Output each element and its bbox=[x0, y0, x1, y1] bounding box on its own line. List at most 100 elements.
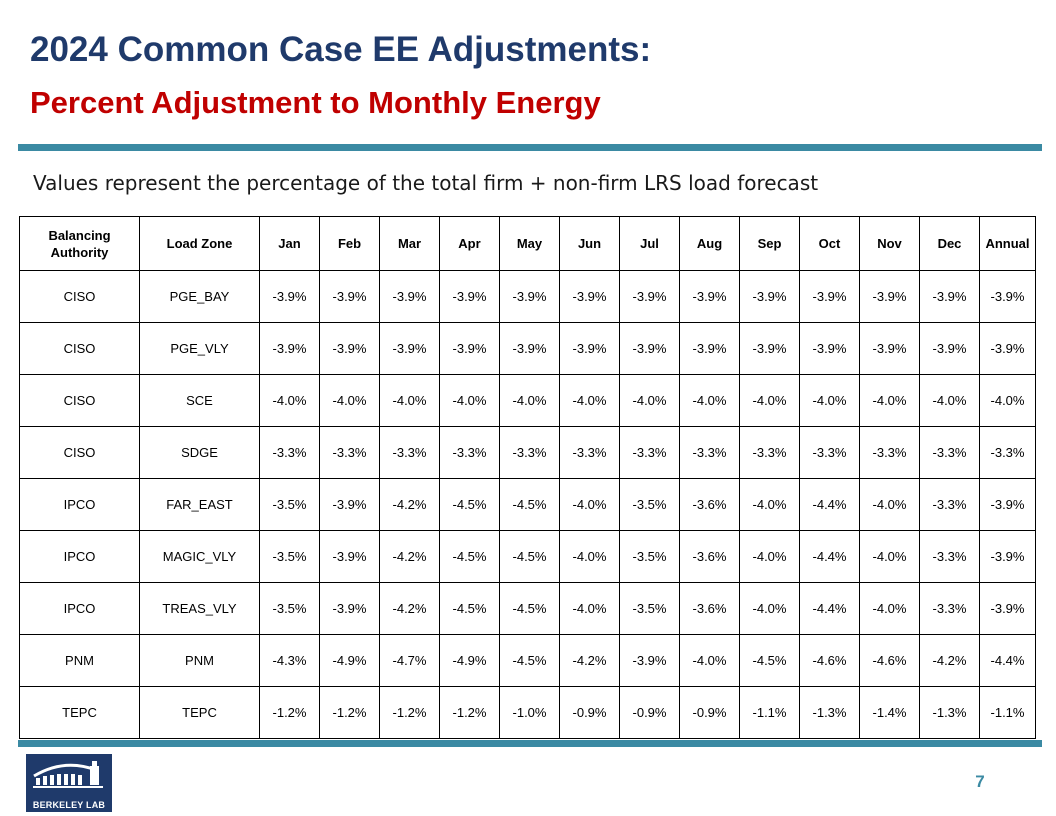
percent-cell: -3.9% bbox=[739, 322, 800, 375]
percent-cell: -4.0% bbox=[559, 374, 620, 427]
percent-cell: -1.1% bbox=[739, 686, 800, 739]
percent-cell: -3.9% bbox=[979, 582, 1036, 635]
percent-cell: -4.9% bbox=[319, 634, 380, 687]
percent-cell: -4.0% bbox=[859, 582, 920, 635]
percent-cell: -3.9% bbox=[679, 270, 740, 323]
percent-cell: -4.6% bbox=[859, 634, 920, 687]
column-header: May bbox=[499, 216, 560, 271]
percent-cell: -4.6% bbox=[799, 634, 860, 687]
percent-cell: -4.2% bbox=[379, 582, 440, 635]
percent-cell: -3.9% bbox=[439, 322, 500, 375]
percent-cell: -3.9% bbox=[319, 270, 380, 323]
percent-cell: -4.5% bbox=[499, 634, 560, 687]
balancing-authority-cell: CISO bbox=[19, 374, 140, 427]
percent-cell: -3.9% bbox=[979, 478, 1036, 531]
table-row: TEPC TEPC -1.2% -1.2% -1.2% -1.2% -1.0% -0.9% -0… bbox=[19, 686, 1036, 739]
column-header: Balancing Authority bbox=[19, 216, 140, 271]
percent-cell: -1.2% bbox=[319, 686, 380, 739]
load-zone-cell: PGE_BAY bbox=[139, 270, 260, 323]
table-row: CISO SCE -4.0% -4.0% -4.0% -4.0% -4.0% -4.0% -4.… bbox=[19, 374, 1036, 427]
percent-cell: -1.3% bbox=[919, 686, 980, 739]
percent-cell: -4.0% bbox=[799, 374, 860, 427]
percent-cell: -4.0% bbox=[919, 374, 980, 427]
percent-cell: -3.9% bbox=[259, 270, 320, 323]
table-row: IPCO MAGIC_VLY -3.5% -3.9% -4.2% -4.5% -4.5% -4… bbox=[19, 530, 1036, 583]
percent-cell: -1.2% bbox=[439, 686, 500, 739]
percent-cell: -4.0% bbox=[559, 582, 620, 635]
percent-cell: -4.0% bbox=[259, 374, 320, 427]
column-header: Jun bbox=[559, 216, 620, 271]
logo-text: BERKELEY LAB bbox=[32, 800, 106, 810]
percent-cell: -4.0% bbox=[679, 374, 740, 427]
percent-cell: -4.9% bbox=[439, 634, 500, 687]
percent-cell: -3.9% bbox=[559, 322, 620, 375]
percent-cell: -4.4% bbox=[799, 530, 860, 583]
column-header: Jul bbox=[619, 216, 680, 271]
column-header: Aug bbox=[679, 216, 740, 271]
percent-cell: -1.2% bbox=[379, 686, 440, 739]
percent-cell: -3.6% bbox=[679, 478, 740, 531]
percent-cell: -3.9% bbox=[799, 322, 860, 375]
balancing-authority-cell: CISO bbox=[19, 270, 140, 323]
percent-cell: -3.9% bbox=[979, 530, 1036, 583]
load-zone-cell: TEPC bbox=[139, 686, 260, 739]
table-row: IPCO FAR_EAST -3.5% -3.9% -4.2% -4.5% -4.5% -4.… bbox=[19, 478, 1036, 531]
percent-cell: -1.4% bbox=[859, 686, 920, 739]
ee-adjustment-table: Balancing Authority Load Zone Jan Feb Mar Apr… bbox=[19, 216, 1036, 739]
table-row: IPCO TREAS_VLY -3.5% -3.9% -4.2% -4.5% -4.5% -4… bbox=[19, 582, 1036, 635]
percent-cell: -3.9% bbox=[319, 582, 380, 635]
percent-cell: -3.9% bbox=[259, 322, 320, 375]
percent-cell: -4.7% bbox=[379, 634, 440, 687]
percent-cell: -3.3% bbox=[379, 426, 440, 479]
percent-cell: -3.3% bbox=[739, 426, 800, 479]
percent-cell: -4.5% bbox=[439, 582, 500, 635]
percent-cell: -3.3% bbox=[619, 426, 680, 479]
column-header: Feb bbox=[319, 216, 380, 271]
percent-cell: -3.3% bbox=[919, 582, 980, 635]
percent-cell: -3.6% bbox=[679, 582, 740, 635]
percent-cell: -4.0% bbox=[559, 478, 620, 531]
lab-building-icon bbox=[33, 761, 103, 788]
percent-cell: -3.9% bbox=[319, 530, 380, 583]
percent-cell: -3.9% bbox=[319, 322, 380, 375]
percent-cell: -3.9% bbox=[979, 270, 1036, 323]
percent-cell: -3.3% bbox=[259, 426, 320, 479]
percent-cell: -1.0% bbox=[499, 686, 560, 739]
percent-cell: -1.1% bbox=[979, 686, 1036, 739]
percent-cell: -4.0% bbox=[859, 478, 920, 531]
balancing-authority-cell: TEPC bbox=[19, 686, 140, 739]
percent-cell: -4.0% bbox=[619, 374, 680, 427]
column-header: Apr bbox=[439, 216, 500, 271]
table-row: PNM PNM -4.3% -4.9% -4.7% -4.9% -4.5% -4.2% -3.9… bbox=[19, 634, 1036, 687]
slide-subtitle: Percent Adjustment to Monthly Energy bbox=[30, 85, 601, 120]
percent-cell: -4.2% bbox=[559, 634, 620, 687]
load-zone-cell: PGE_VLY bbox=[139, 322, 260, 375]
percent-cell: -4.0% bbox=[379, 374, 440, 427]
percent-cell: -3.5% bbox=[619, 582, 680, 635]
balancing-authority-cell: IPCO bbox=[19, 478, 140, 531]
percent-cell: -4.0% bbox=[319, 374, 380, 427]
percent-cell: -4.0% bbox=[499, 374, 560, 427]
percent-cell: -4.0% bbox=[439, 374, 500, 427]
column-header: Oct bbox=[799, 216, 860, 271]
column-header: Nov bbox=[859, 216, 920, 271]
balancing-authority-cell: IPCO bbox=[19, 582, 140, 635]
load-zone-cell: SDGE bbox=[139, 426, 260, 479]
percent-cell: -3.3% bbox=[919, 426, 980, 479]
percent-cell: -3.9% bbox=[919, 270, 980, 323]
percent-cell: -4.5% bbox=[439, 478, 500, 531]
percent-cell: -3.3% bbox=[919, 478, 980, 531]
percent-cell: -3.9% bbox=[859, 322, 920, 375]
slide-title: 2024 Common Case EE Adjustments: bbox=[30, 30, 652, 69]
percent-cell: -4.4% bbox=[799, 582, 860, 635]
percent-cell: -3.5% bbox=[259, 478, 320, 531]
percent-cell: -1.3% bbox=[799, 686, 860, 739]
table-body: CISO PGE_BAY -3.9% -3.9% -3.9% -3.9% -3.9% -3.9… bbox=[19, 270, 1036, 739]
percent-cell: -3.9% bbox=[499, 322, 560, 375]
table-header-row: Balancing Authority Load Zone Jan Feb Mar Apr… bbox=[19, 216, 1036, 271]
percent-cell: -4.0% bbox=[739, 478, 800, 531]
load-zone-cell: MAGIC_VLY bbox=[139, 530, 260, 583]
percent-cell: -3.5% bbox=[619, 530, 680, 583]
percent-cell: -3.9% bbox=[499, 270, 560, 323]
balancing-authority-cell: CISO bbox=[19, 322, 140, 375]
